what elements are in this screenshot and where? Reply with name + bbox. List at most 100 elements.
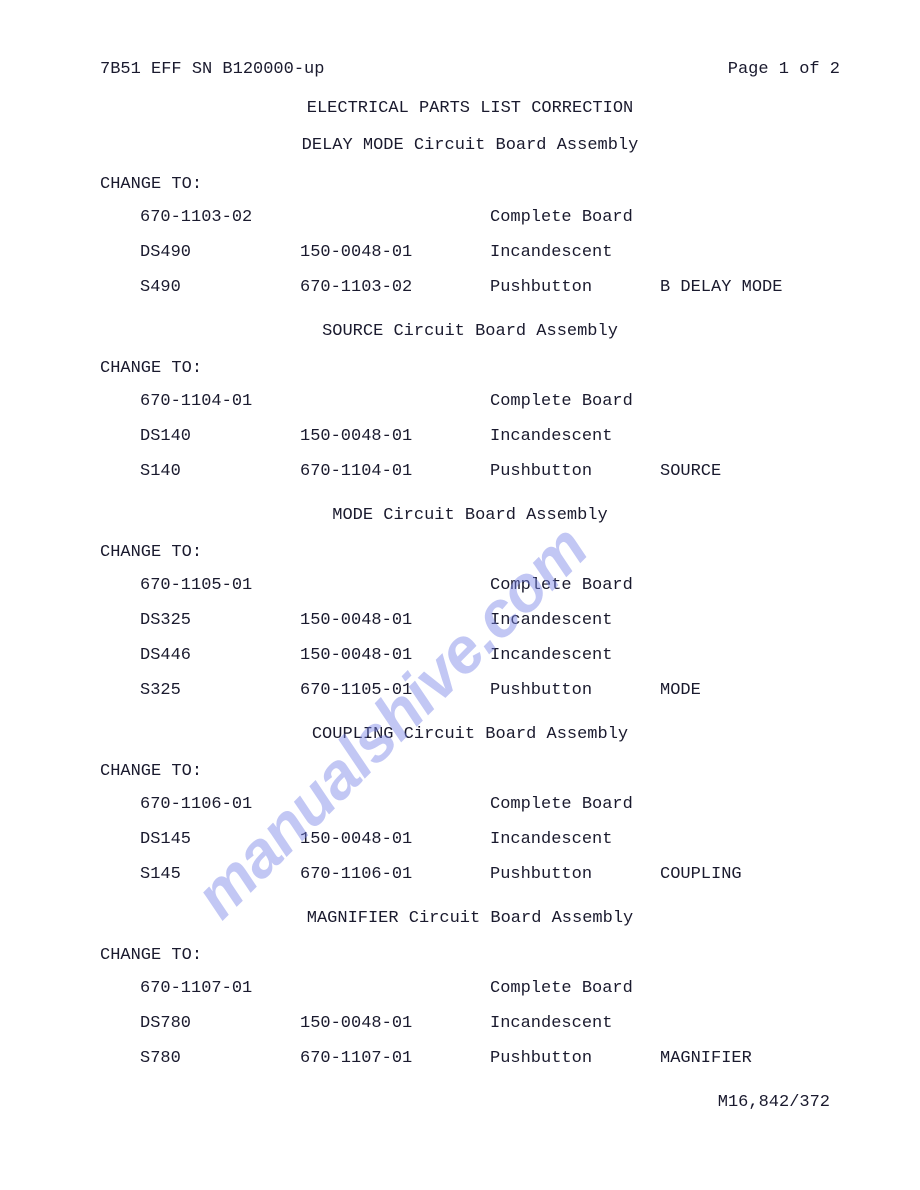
col-part-number	[300, 392, 490, 411]
change-to-label: CHANGE TO:	[100, 543, 840, 562]
col-part-number: 150-0048-01	[300, 611, 490, 630]
table-row: S780670-1107-01PushbuttonMAGNIFIER	[140, 1049, 840, 1068]
col-label	[660, 830, 840, 849]
table-row: DS490150-0048-01Incandescent	[140, 243, 840, 262]
col-description: Pushbutton	[490, 462, 660, 481]
change-to-label: CHANGE TO:	[100, 762, 840, 781]
col-part-number: 150-0048-01	[300, 243, 490, 262]
col-description: Incandescent	[490, 646, 660, 665]
change-to-label: CHANGE TO:	[100, 946, 840, 965]
table-row: S325670-1105-01PushbuttonMODE	[140, 681, 840, 700]
table-row: 670-1105-01 Complete Board	[140, 576, 840, 595]
col-description: Pushbutton	[490, 865, 660, 884]
col-part-number	[300, 979, 490, 998]
table-row: 670-1104-01 Complete Board	[140, 392, 840, 411]
col-description: Complete Board	[490, 979, 660, 998]
col-label	[660, 979, 840, 998]
document-subtitle: DELAY MODE Circuit Board Assembly	[100, 136, 840, 155]
col-part-number	[300, 795, 490, 814]
col-description: Incandescent	[490, 243, 660, 262]
section-title: SOURCE Circuit Board Assembly	[100, 322, 840, 341]
table-row: 670-1103-02 Complete Board	[140, 208, 840, 227]
table-row: 670-1106-01 Complete Board	[140, 795, 840, 814]
col-ref: DS490	[140, 243, 300, 262]
col-description: Complete Board	[490, 795, 660, 814]
col-ref: 670-1105-01	[140, 576, 300, 595]
col-ref: 670-1104-01	[140, 392, 300, 411]
col-part-number: 670-1105-01	[300, 681, 490, 700]
table-row: DS325150-0048-01Incandescent	[140, 611, 840, 630]
col-label	[660, 243, 840, 262]
table-row: DS780150-0048-01Incandescent	[140, 1014, 840, 1033]
table-area: 670-1105-01 Complete Board DS325150-0048-0…	[100, 576, 840, 700]
header-left: 7B51 EFF SN B120000-up	[100, 60, 324, 79]
section-title: MODE Circuit Board Assembly	[100, 506, 840, 525]
col-ref: 670-1107-01	[140, 979, 300, 998]
col-part-number: 670-1104-01	[300, 462, 490, 481]
col-description: Incandescent	[490, 427, 660, 446]
col-description: Complete Board	[490, 392, 660, 411]
col-description: Complete Board	[490, 208, 660, 227]
col-label	[660, 1014, 840, 1033]
col-ref: DS325	[140, 611, 300, 630]
col-ref: S780	[140, 1049, 300, 1068]
table-row: DS145150-0048-01Incandescent	[140, 830, 840, 849]
col-ref: 670-1106-01	[140, 795, 300, 814]
col-ref: DS780	[140, 1014, 300, 1033]
col-part-number	[300, 208, 490, 227]
col-ref: 670-1103-02	[140, 208, 300, 227]
col-ref: DS140	[140, 427, 300, 446]
col-label	[660, 646, 840, 665]
sections-container: CHANGE TO: 670-1103-02 Complete Board DS490…	[100, 175, 840, 1068]
col-part-number: 150-0048-01	[300, 830, 490, 849]
col-description: Incandescent	[490, 830, 660, 849]
col-ref: S140	[140, 462, 300, 481]
table-row: 670-1107-01 Complete Board	[140, 979, 840, 998]
col-label: MODE	[660, 681, 840, 700]
table-row: DS140150-0048-01Incandescent	[140, 427, 840, 446]
col-description: Complete Board	[490, 576, 660, 595]
change-to-label: CHANGE TO:	[100, 359, 840, 378]
col-part-number: 670-1103-02	[300, 278, 490, 297]
header-right: Page 1 of 2	[728, 60, 840, 79]
col-part-number: 150-0048-01	[300, 1014, 490, 1033]
table-area: 670-1103-02 Complete Board DS490150-0048-0…	[100, 208, 840, 297]
col-label	[660, 208, 840, 227]
col-ref: S325	[140, 681, 300, 700]
section-title: COUPLING Circuit Board Assembly	[100, 725, 840, 744]
col-ref: S145	[140, 865, 300, 884]
section-title: MAGNIFIER Circuit Board Assembly	[100, 909, 840, 928]
col-part-number	[300, 576, 490, 595]
col-label: MAGNIFIER	[660, 1049, 840, 1068]
table-area: 670-1107-01 Complete Board DS780150-0048-0…	[100, 979, 840, 1068]
table-row: S145670-1106-01PushbuttonCOUPLING	[140, 865, 840, 884]
col-description: Incandescent	[490, 1014, 660, 1033]
table-row: S490670-1103-02PushbuttonB DELAY MODE	[140, 278, 840, 297]
col-label	[660, 427, 840, 446]
col-part-number: 670-1106-01	[300, 865, 490, 884]
col-ref: DS145	[140, 830, 300, 849]
col-part-number: 670-1107-01	[300, 1049, 490, 1068]
table-row: S140670-1104-01PushbuttonSOURCE	[140, 462, 840, 481]
col-description: Pushbutton	[490, 278, 660, 297]
footer-code: M16,842/372	[100, 1093, 840, 1112]
col-ref: DS446	[140, 646, 300, 665]
col-label	[660, 611, 840, 630]
col-description: Incandescent	[490, 611, 660, 630]
col-part-number: 150-0048-01	[300, 427, 490, 446]
col-label: B DELAY MODE	[660, 278, 840, 297]
header-row: 7B51 EFF SN B120000-up Page 1 of 2	[100, 60, 840, 79]
col-label: COUPLING	[660, 865, 840, 884]
table-area: 670-1104-01 Complete Board DS140150-0048-0…	[100, 392, 840, 481]
change-to-label: CHANGE TO:	[100, 175, 840, 194]
table-area: 670-1106-01 Complete Board DS145150-0048-0…	[100, 795, 840, 884]
col-label	[660, 795, 840, 814]
col-ref: S490	[140, 278, 300, 297]
table-row: DS446150-0048-01Incandescent	[140, 646, 840, 665]
document-title: ELECTRICAL PARTS LIST CORRECTION	[100, 99, 840, 118]
col-label	[660, 576, 840, 595]
col-part-number: 150-0048-01	[300, 646, 490, 665]
col-description: Pushbutton	[490, 1049, 660, 1068]
col-label: SOURCE	[660, 462, 840, 481]
document-page: 7B51 EFF SN B120000-up Page 1 of 2 ELECT…	[0, 0, 920, 1190]
